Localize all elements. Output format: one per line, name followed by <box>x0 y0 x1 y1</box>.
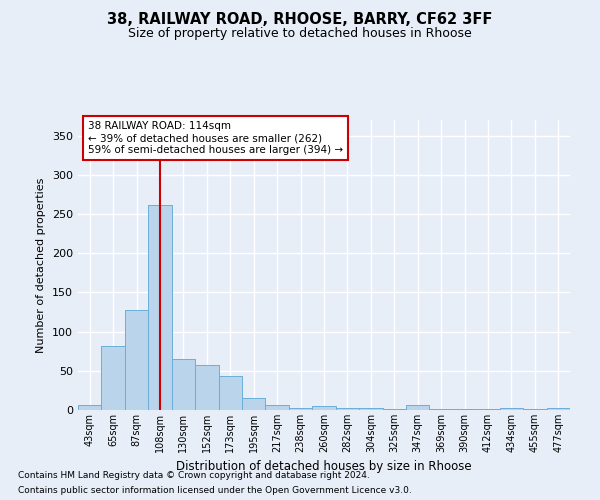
X-axis label: Distribution of detached houses by size in Rhoose: Distribution of detached houses by size … <box>176 460 472 473</box>
Text: 38 RAILWAY ROAD: 114sqm
← 39% of detached houses are smaller (262)
59% of semi-d: 38 RAILWAY ROAD: 114sqm ← 39% of detache… <box>88 122 343 154</box>
Bar <box>242 398 265 410</box>
Text: Size of property relative to detached houses in Rhoose: Size of property relative to detached ho… <box>128 28 472 40</box>
Bar <box>172 359 195 410</box>
Bar <box>265 404 289 410</box>
Bar <box>406 404 430 410</box>
Bar <box>383 409 406 410</box>
Bar <box>195 366 218 410</box>
Bar <box>218 376 242 410</box>
Text: Contains public sector information licensed under the Open Government Licence v3: Contains public sector information licen… <box>18 486 412 495</box>
Bar <box>500 408 523 410</box>
Text: 38, RAILWAY ROAD, RHOOSE, BARRY, CF62 3FF: 38, RAILWAY ROAD, RHOOSE, BARRY, CF62 3F… <box>107 12 493 28</box>
Text: Contains HM Land Registry data © Crown copyright and database right 2024.: Contains HM Land Registry data © Crown c… <box>18 471 370 480</box>
Bar <box>430 409 453 410</box>
Bar <box>312 406 336 410</box>
Bar <box>547 408 570 410</box>
Bar <box>101 346 125 410</box>
Bar <box>523 409 547 410</box>
Bar <box>336 408 359 410</box>
Bar <box>125 310 148 410</box>
Bar <box>289 408 312 410</box>
Y-axis label: Number of detached properties: Number of detached properties <box>37 178 46 352</box>
Bar <box>78 404 101 410</box>
Bar <box>476 409 500 410</box>
Bar <box>148 204 172 410</box>
Bar <box>453 409 476 410</box>
Bar <box>359 408 383 410</box>
